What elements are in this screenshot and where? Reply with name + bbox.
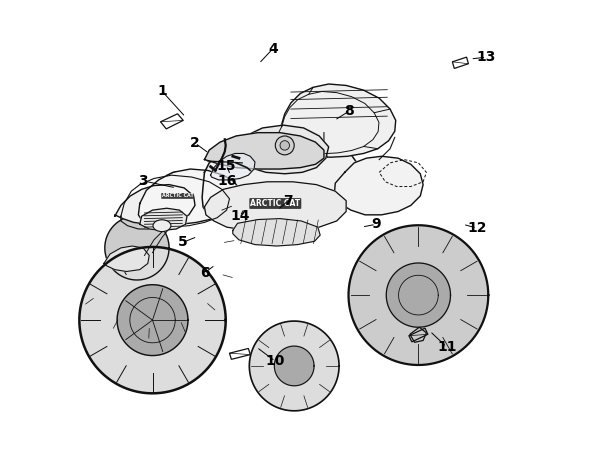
Polygon shape	[278, 84, 396, 157]
Polygon shape	[114, 185, 195, 224]
Text: 4: 4	[268, 42, 278, 56]
Polygon shape	[204, 182, 346, 232]
Polygon shape	[202, 131, 362, 226]
Text: 5: 5	[178, 235, 188, 249]
Polygon shape	[104, 246, 149, 272]
Polygon shape	[80, 247, 226, 393]
Circle shape	[275, 136, 294, 155]
Text: 10: 10	[266, 354, 285, 368]
Polygon shape	[249, 321, 339, 411]
Polygon shape	[236, 125, 329, 174]
Polygon shape	[117, 285, 188, 356]
Text: 7: 7	[283, 194, 293, 208]
Text: 16: 16	[217, 174, 236, 188]
Polygon shape	[386, 263, 450, 327]
Text: 12: 12	[467, 221, 487, 235]
Ellipse shape	[153, 220, 171, 232]
Circle shape	[280, 141, 289, 150]
Text: 1: 1	[157, 84, 167, 98]
Text: 13: 13	[477, 50, 496, 64]
Text: ARCTIC CAT: ARCTIC CAT	[162, 193, 193, 199]
Text: 9: 9	[371, 217, 381, 231]
Text: 3: 3	[138, 174, 148, 188]
Polygon shape	[334, 156, 423, 215]
Text: 14: 14	[230, 209, 250, 223]
Text: 2: 2	[190, 136, 200, 150]
Polygon shape	[105, 216, 169, 280]
Polygon shape	[211, 153, 255, 180]
Text: 6: 6	[200, 266, 209, 280]
Text: 8: 8	[345, 104, 354, 118]
Polygon shape	[140, 208, 187, 230]
Text: 15: 15	[217, 159, 236, 173]
Polygon shape	[349, 225, 488, 365]
Text: ARCTIC CAT: ARCTIC CAT	[250, 199, 300, 208]
Text: 11: 11	[437, 340, 457, 354]
Polygon shape	[274, 346, 314, 386]
Polygon shape	[233, 218, 320, 246]
Polygon shape	[138, 169, 241, 229]
Polygon shape	[204, 133, 324, 169]
